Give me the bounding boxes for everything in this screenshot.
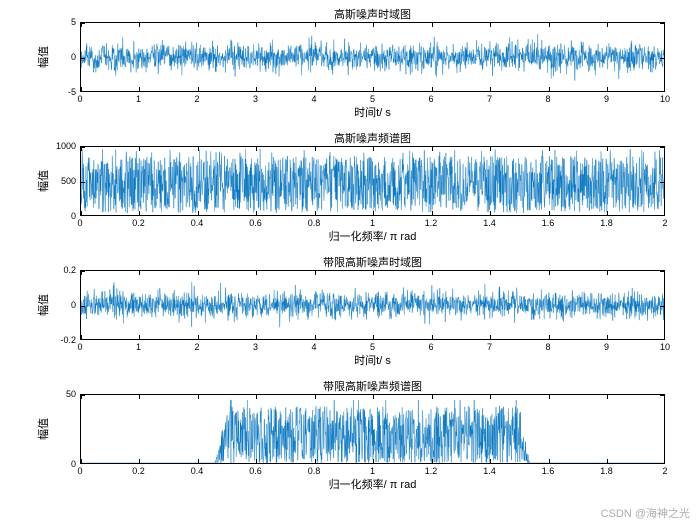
x-tick-label: 1.6 [542, 218, 555, 228]
subplot-3: 带限高斯噪声频谱图幅值归一化频率/ π rad05000.20.40.60.81… [80, 394, 665, 464]
x-tick-label: 0.8 [308, 218, 321, 228]
y-tick-label: -5 [68, 87, 76, 97]
x-tick-label: 1 [370, 466, 375, 476]
y-tick-label: 50 [66, 389, 76, 399]
x-tick-label: 0.4 [191, 466, 204, 476]
plot-title: 高斯噪声频谱图 [80, 130, 665, 146]
x-tick-label: 2 [662, 466, 667, 476]
y-tick-label: 5 [71, 17, 76, 27]
x-tick-label: 0 [77, 218, 82, 228]
y-tick-label: 0 [71, 300, 76, 310]
y-tick-label: 1000 [56, 141, 76, 151]
x-tick-label: 9 [604, 342, 609, 352]
plot-title: 带限高斯噪声频谱图 [80, 378, 665, 394]
y-tick-label: 500 [61, 176, 76, 186]
x-tick-label: 10 [660, 342, 670, 352]
x-tick-label: 0.2 [132, 466, 145, 476]
x-tick-label: 1 [136, 342, 141, 352]
x-axis-label: 归一化频率/ π rad [80, 476, 665, 492]
signal-canvas [81, 395, 664, 463]
y-tick-label: -0.2 [60, 335, 76, 345]
plot-area [80, 394, 665, 464]
y-tick-label: 0.2 [63, 265, 76, 275]
x-tick-label: 1.6 [542, 466, 555, 476]
x-tick-label: 10 [660, 94, 670, 104]
subplot-1: 高斯噪声频谱图幅值归一化频率/ π rad0500100000.20.40.60… [80, 146, 665, 216]
y-tick-label: 0 [71, 211, 76, 221]
x-tick-label: 2 [662, 218, 667, 228]
x-tick-label: 6 [428, 94, 433, 104]
x-tick-label: 1.2 [425, 218, 438, 228]
plot-title: 带限高斯噪声时域图 [80, 254, 665, 270]
x-tick-label: 8 [545, 342, 550, 352]
x-axis-label: 时间t/ s [80, 104, 665, 120]
y-axis-label: 幅值 [35, 418, 51, 440]
x-tick-label: 3 [253, 94, 258, 104]
x-tick-label: 0 [77, 342, 82, 352]
y-tick-label: 0 [71, 459, 76, 469]
x-tick-label: 0.4 [191, 218, 204, 228]
x-tick-label: 3 [253, 342, 258, 352]
x-tick-label: 4 [311, 342, 316, 352]
x-tick-label: 0 [77, 94, 82, 104]
footer-credit: CSDN @海神之光 [601, 505, 690, 521]
plot-area [80, 270, 665, 340]
x-tick-label: 8 [545, 94, 550, 104]
plot-area [80, 146, 665, 216]
y-tick-label: 0 [71, 52, 76, 62]
plot-area [80, 22, 665, 92]
signal-canvas [81, 23, 664, 91]
y-axis-label: 幅值 [35, 294, 51, 316]
subplot-2: 带限高斯噪声时域图幅值时间t/ s-0.200.2012345678910 [80, 270, 665, 340]
x-tick-label: 7 [487, 342, 492, 352]
x-tick-label: 1.2 [425, 466, 438, 476]
x-tick-label: 0.2 [132, 218, 145, 228]
x-tick-label: 7 [487, 94, 492, 104]
x-tick-label: 5 [370, 94, 375, 104]
x-tick-label: 1 [136, 94, 141, 104]
x-tick-label: 1.4 [483, 218, 496, 228]
x-tick-label: 2 [194, 94, 199, 104]
x-axis-label: 时间t/ s [80, 352, 665, 368]
x-tick-label: 9 [604, 94, 609, 104]
x-tick-label: 0.6 [249, 218, 262, 228]
x-tick-label: 1 [370, 218, 375, 228]
y-axis-label: 幅值 [35, 170, 51, 192]
x-tick-label: 0.8 [308, 466, 321, 476]
x-tick-label: 1.4 [483, 466, 496, 476]
x-axis-label: 归一化频率/ π rad [80, 228, 665, 244]
x-tick-label: 5 [370, 342, 375, 352]
x-tick-label: 6 [428, 342, 433, 352]
x-tick-label: 1.8 [600, 466, 613, 476]
x-tick-label: 4 [311, 94, 316, 104]
plot-title: 高斯噪声时域图 [80, 6, 665, 22]
x-tick-label: 0 [77, 466, 82, 476]
x-tick-label: 0.6 [249, 466, 262, 476]
y-axis-label: 幅值 [35, 46, 51, 68]
figure: 高斯噪声时域图幅值时间t/ s-505012345678910高斯噪声频谱图幅值… [0, 0, 700, 525]
signal-canvas [81, 271, 664, 339]
x-tick-label: 2 [194, 342, 199, 352]
x-tick-label: 1.8 [600, 218, 613, 228]
signal-canvas [81, 147, 664, 215]
subplot-0: 高斯噪声时域图幅值时间t/ s-505012345678910 [80, 22, 665, 92]
